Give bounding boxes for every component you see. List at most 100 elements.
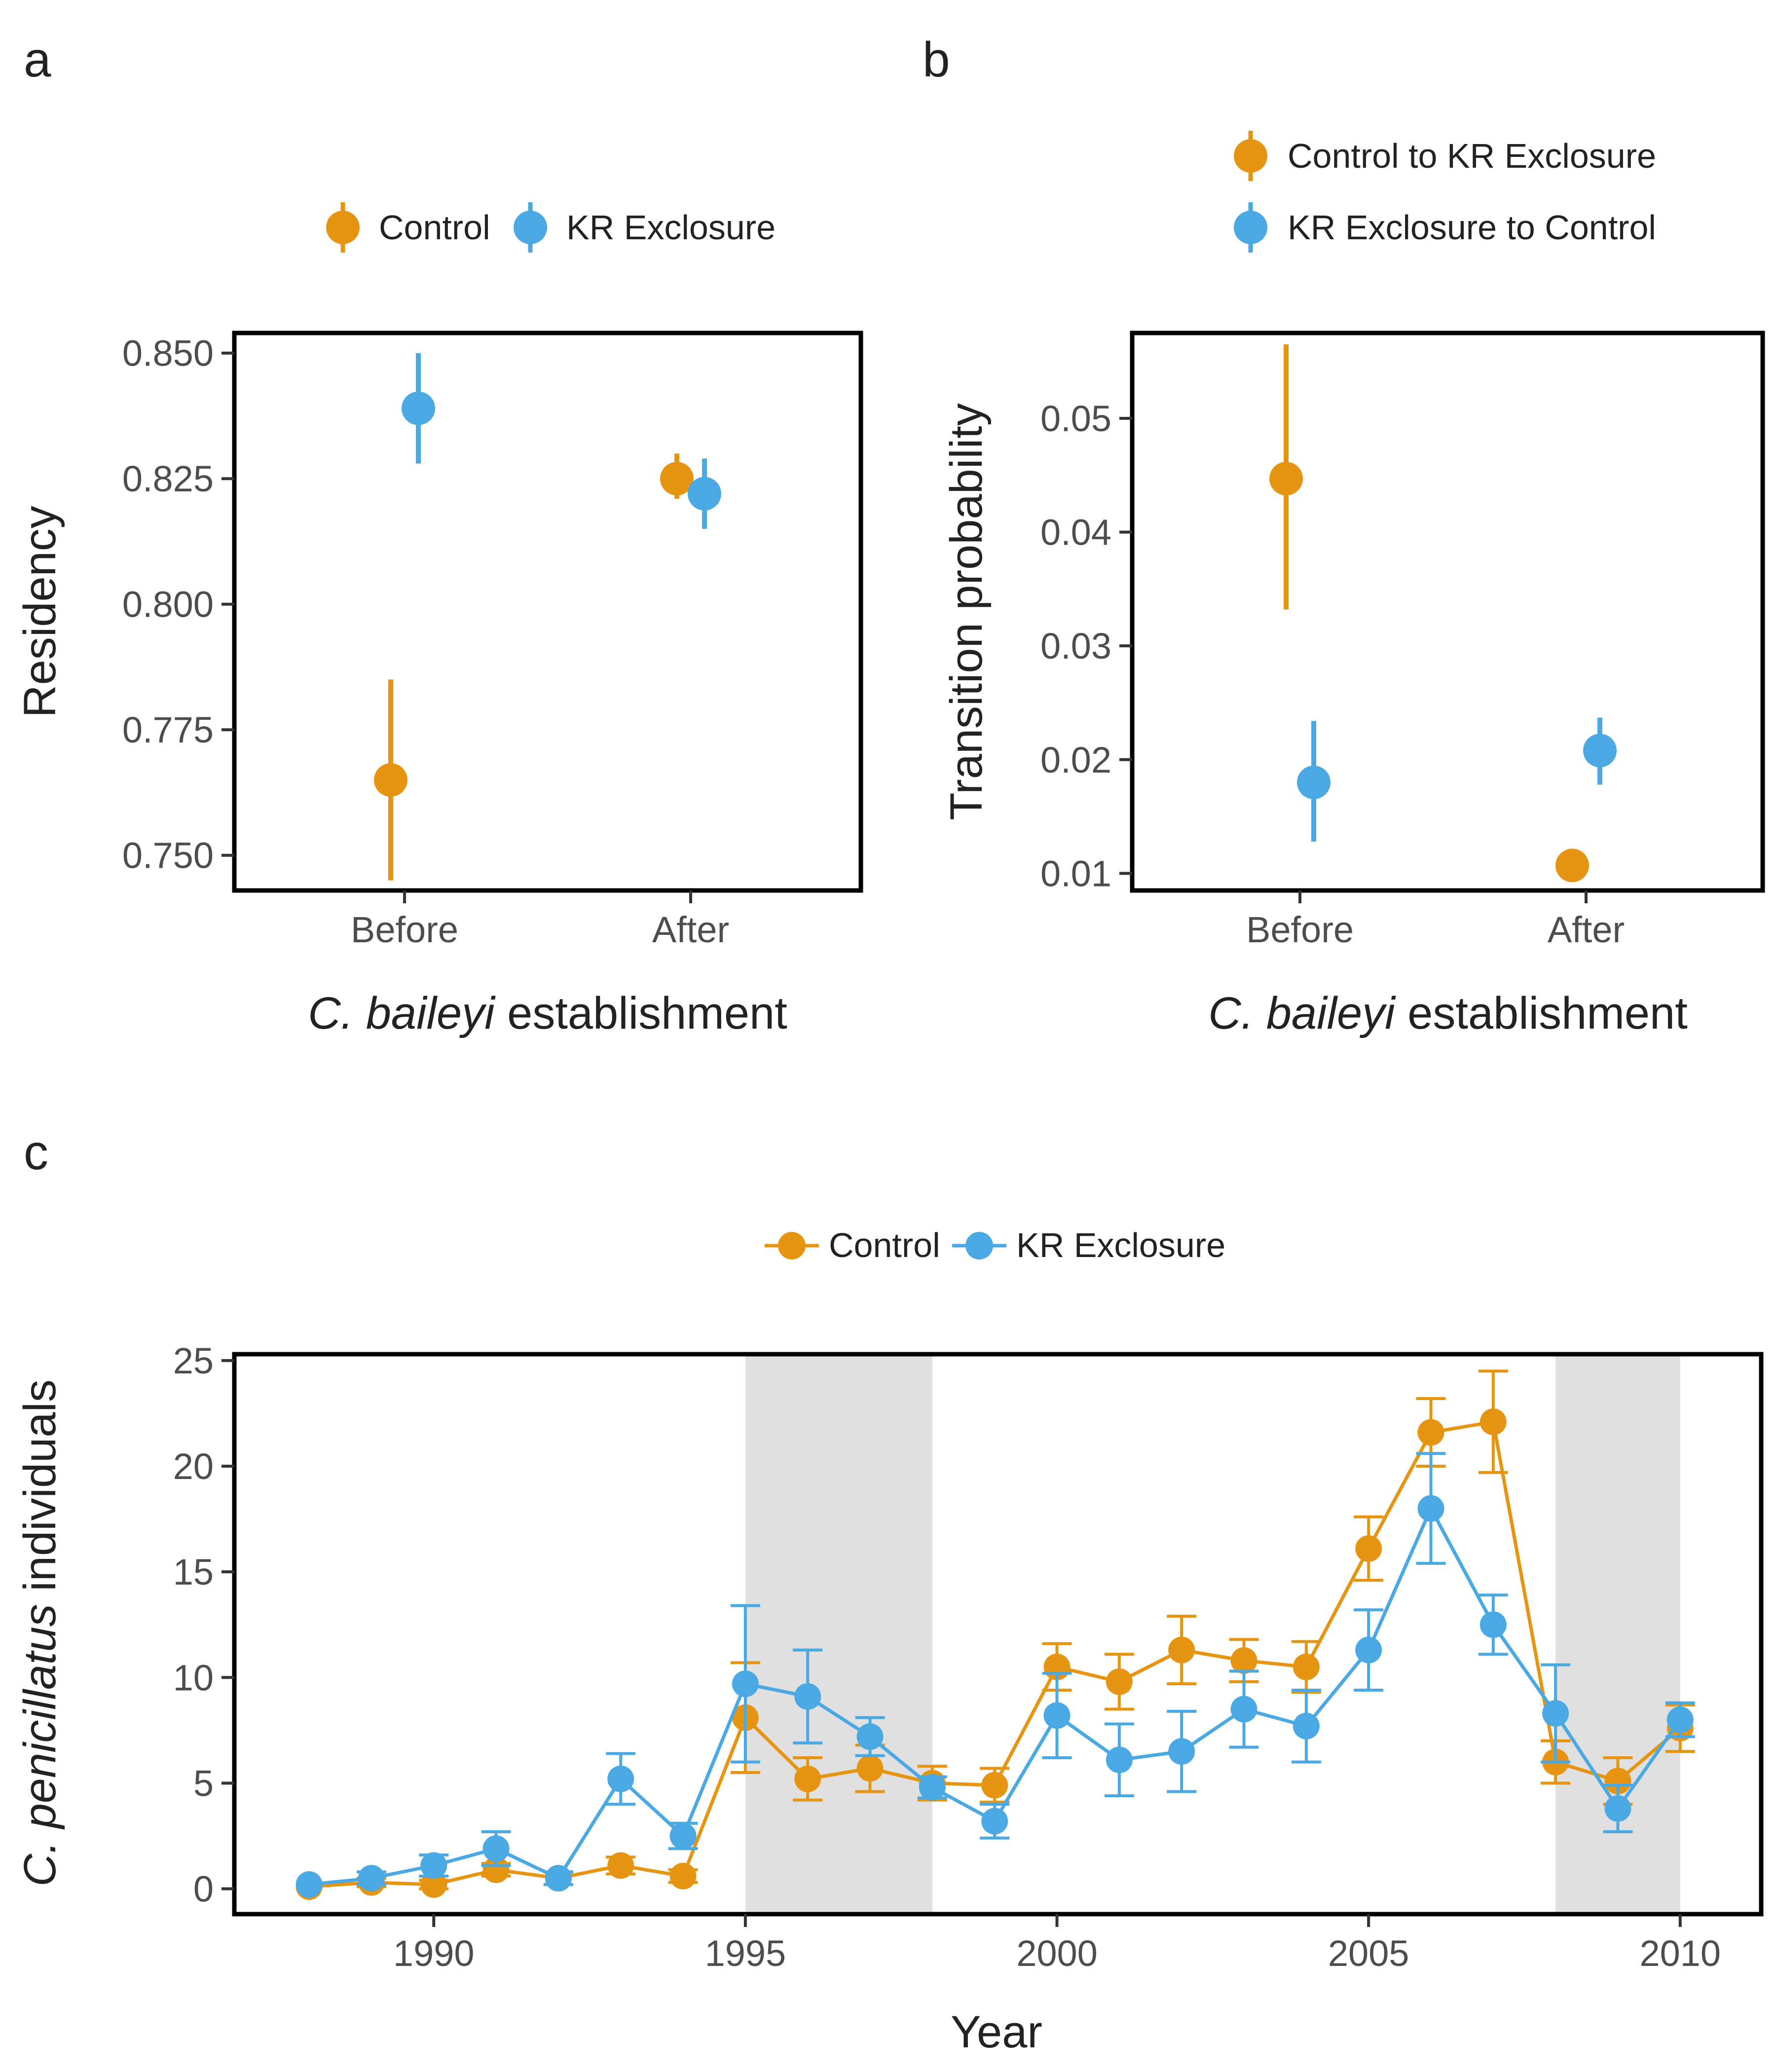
panel-c-letter: c	[24, 1125, 48, 1180]
panel-c-shaded-periods	[745, 1354, 1680, 1914]
panel-c-plot-frame	[232, 1352, 1764, 1917]
a-ytick-label: 0.800	[122, 584, 214, 625]
panel-c-kr-exclosure-point-2003	[1230, 1696, 1258, 1723]
a-control-point-after	[660, 462, 694, 496]
panel-a-x-axis: Before After	[351, 890, 729, 950]
panel-b-plot-frame	[1130, 331, 1765, 893]
panel-a: a Control KR Exclosure 0.7500.7750.8000.…	[15, 32, 863, 1038]
panel-c-control-point-1990	[420, 1871, 447, 1898]
panel-b-ylabel: Transition probability	[941, 403, 992, 820]
panel-c-kr-exclosure-point-1991	[482, 1835, 510, 1862]
panel-c-control-point-1999	[981, 1772, 1008, 1799]
panel-a-xlabel: C. baileyi establishment	[308, 988, 787, 1038]
panel-c-ytick-label: 5	[193, 1763, 214, 1804]
panel-c-legend: Control KR Exclosure	[765, 1226, 1225, 1264]
b-control-to-kr-exclosure-point-before	[1269, 462, 1303, 496]
panel-c-kr-exclosure-point-1989	[358, 1865, 385, 1892]
panel-c-kr-exclosure-point-2005	[1355, 1636, 1382, 1664]
b-xtick-label: Before	[1246, 909, 1354, 950]
legend-c-exclosure-label: KR Exclosure	[1016, 1226, 1225, 1264]
panel-c-kr-exclosure-point-2009	[1604, 1795, 1631, 1822]
legend-a-control-key-dot	[326, 211, 360, 244]
panel-c-kr-exclosure-point-1988	[296, 1871, 323, 1898]
panel-c-control-point-2006	[1417, 1419, 1444, 1446]
legend-c-control-label: Control	[829, 1226, 940, 1264]
legend-b-k2c-label: KR Exclosure to Control	[1288, 208, 1656, 247]
panel-a-y-axis: 0.750 0.775 0.800 0.825 0.850	[122, 333, 234, 876]
panel-a-legend: Control KR Exclosure	[326, 202, 776, 253]
legend-a-exclosure-key-dot	[514, 211, 547, 244]
panel-c-kr-exclosure-point-2000	[1043, 1702, 1071, 1729]
panel-c-x-axis: 1990 1995 2000 2005 2010	[393, 1914, 1721, 1974]
panel-c-ytick-label: 25	[173, 1340, 214, 1381]
b-ytick-label: 0.05	[1040, 398, 1111, 439]
panel-c-control-point-1991	[482, 1856, 510, 1884]
panel-c-xtick-label: 2010	[1639, 1933, 1721, 1974]
b-kr-exclosure-to-control-point-before	[1297, 765, 1331, 799]
panel-c-shaded-period-1995-1998	[745, 1354, 932, 1914]
panel-c-xtick-label: 1995	[705, 1933, 786, 1974]
panel-a-xlabel-rest: establishment	[495, 988, 787, 1038]
panel-c-control-point-1994	[669, 1862, 697, 1889]
panel-c-control-point-2004	[1293, 1653, 1320, 1680]
panel-c-kr-exclosure-point-1998	[919, 1774, 946, 1801]
panel-c-kr-exclosure-point-2001	[1106, 1746, 1133, 1774]
panel-b-letter: b	[923, 32, 950, 87]
a-kr-exclosure-point-before	[402, 391, 435, 425]
panel-c-control-point-1993	[607, 1852, 634, 1879]
b-kr-exclosure-to-control-point-after	[1583, 734, 1617, 768]
panel-c-ytick-label: 20	[173, 1446, 214, 1487]
legend-b-c2k-key-dot	[1234, 139, 1267, 173]
legend-b-c2k-label: Control to KR Exclosure	[1288, 137, 1656, 175]
panel-b-y-axis: 0.01 0.02 0.03 0.04 0.05	[1040, 398, 1132, 894]
panel-b-xlabel-rest: establishment	[1395, 988, 1688, 1038]
panel-c-kr-exclosure-point-1992	[545, 1865, 572, 1892]
panel-c-control-point-2007	[1480, 1408, 1507, 1436]
b-ytick-label: 0.03	[1040, 626, 1111, 666]
panel-c-ylabel-rest: individuals	[15, 1379, 65, 1604]
legend-b-k2c-key-dot	[1234, 211, 1267, 244]
panel-c-control-point-2003	[1230, 1647, 1258, 1674]
panel-a-ylabel: Residency	[15, 506, 65, 718]
a-ytick-label: 0.775	[122, 709, 214, 750]
panel-c-ylabel: C. penicillatus individuals	[15, 1379, 65, 1887]
legend-a-exclosure-label: KR Exclosure	[566, 208, 776, 247]
a-ytick-label: 0.850	[122, 333, 214, 374]
panel-c-kr-exclosure-point-1993	[607, 1765, 634, 1792]
a-ytick-label: 0.825	[122, 458, 214, 499]
b-ytick-label: 0.04	[1040, 512, 1111, 553]
panel-c-kr-exclosure-point-2008	[1542, 1700, 1569, 1727]
panel-c-kr-exclosure-point-1999	[981, 1808, 1008, 1835]
panel-c-xtick-label: 2000	[1016, 1933, 1098, 1974]
panel-c-xtick-label: 2005	[1328, 1933, 1409, 1974]
panel-c-ytick-label: 15	[173, 1552, 214, 1592]
panel-c-kr-exclosure-point-2006	[1417, 1495, 1444, 1522]
a-ytick-label: 0.750	[122, 835, 214, 876]
panel-a-marks	[374, 353, 721, 881]
panel-c-xtick-label: 1990	[393, 1933, 475, 1974]
panel-c-control-point-2005	[1355, 1535, 1382, 1562]
panel-c-control-point-2001	[1106, 1668, 1133, 1695]
panel-c-kr-exclosure-point-2004	[1293, 1712, 1320, 1739]
legend-c-control-key-dot	[778, 1232, 806, 1259]
panel-c-control-point-2002	[1168, 1636, 1195, 1664]
panel-c-ytick-label: 10	[173, 1657, 214, 1698]
a-xtick-label: Before	[351, 909, 458, 950]
legend-a-control-label: Control	[379, 208, 490, 247]
panel-c-ylabel-species: C. penicillatus	[15, 1604, 65, 1887]
panel-c-kr-exclosure-point-1996	[794, 1683, 821, 1710]
panel-c-kr-exclosure-point-1995	[732, 1670, 759, 1698]
b-xtick-label: After	[1548, 909, 1625, 950]
b-ytick-label: 0.01	[1040, 853, 1111, 894]
panel-a-plot-frame	[232, 331, 863, 893]
legend-c-exclosure-key-dot	[965, 1232, 993, 1259]
panel-c-control-point-1996	[794, 1765, 821, 1792]
panel-c-kr-exclosure-point-2010	[1666, 1706, 1694, 1733]
panel-c-kr-exclosure-point-1994	[669, 1822, 697, 1850]
a-kr-exclosure-point-after	[688, 477, 721, 511]
panel-b: b Control to KR Exclosure KR Exclosure t…	[923, 32, 1765, 1038]
panel-c-control-point-1997	[856, 1755, 884, 1782]
panel-c-kr-exclosure-point-2007	[1480, 1611, 1507, 1638]
